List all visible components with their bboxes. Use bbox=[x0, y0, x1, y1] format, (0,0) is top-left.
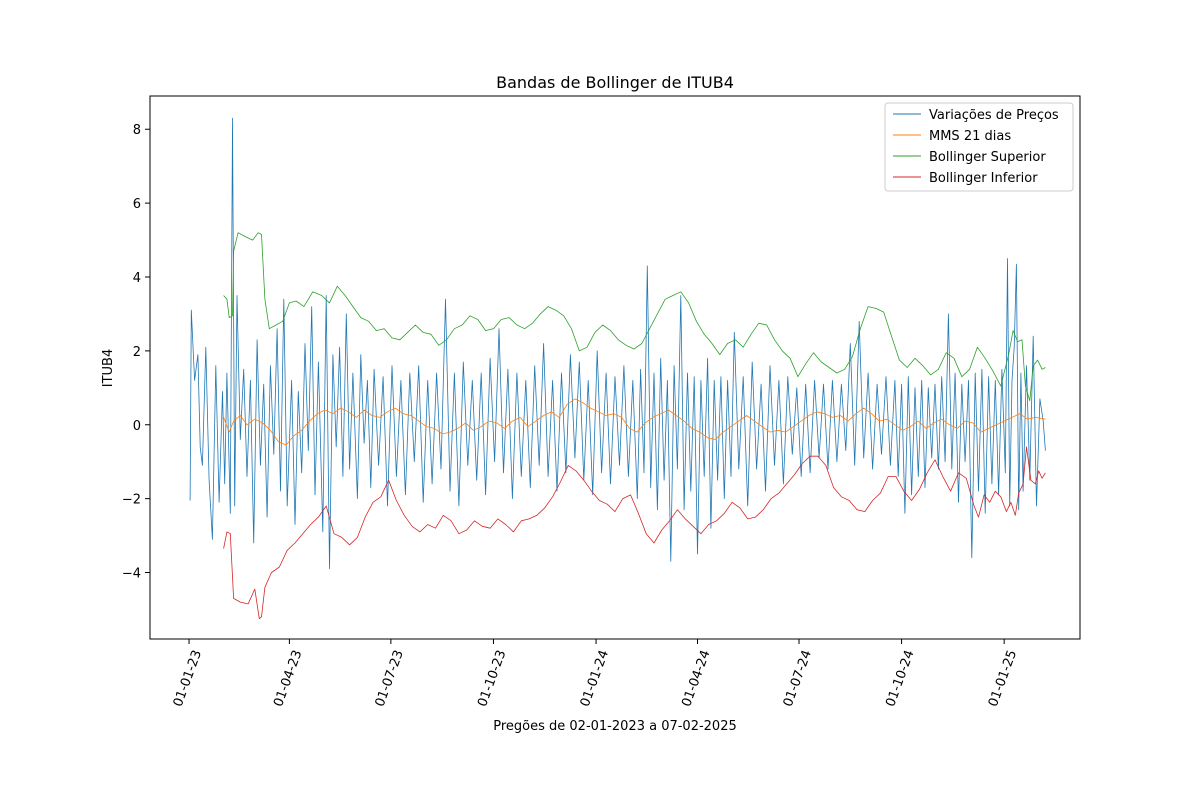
y-tick-label: 4 bbox=[133, 271, 141, 286]
y-tick-label: 6 bbox=[133, 197, 141, 212]
y-tick-label: 8 bbox=[133, 123, 141, 138]
legend-box bbox=[884, 102, 1074, 192]
y-tick-label: 0 bbox=[133, 419, 141, 434]
axes-frame bbox=[149, 95, 1081, 640]
legend-label-inferior: Bollinger Inferior bbox=[929, 171, 1038, 186]
y-tick-label: −2 bbox=[122, 493, 141, 508]
series-layer bbox=[189, 117, 1046, 620]
legend-label-mms: MMS 21 dias bbox=[929, 129, 1011, 144]
y-axis-ticks: −4 −2 0 2 4 6 8 bbox=[122, 123, 150, 582]
legend-label-superior: Bollinger Superior bbox=[929, 150, 1046, 165]
y-tick-label: 2 bbox=[133, 345, 141, 360]
series-line-inferior bbox=[223, 446, 1046, 620]
y-axis-label: ITUB4 bbox=[101, 349, 116, 387]
y-tick-label: −4 bbox=[122, 567, 141, 582]
legend-label-variacoes: Variações de Preços bbox=[929, 108, 1059, 123]
chart-title: Bandas de Bollinger de ITUB4 bbox=[496, 73, 734, 92]
plot-area bbox=[189, 117, 1046, 620]
legend: Variações de Preços MMS 21 dias Bollinge… bbox=[884, 102, 1074, 192]
x-axis-label: Pregões de 02-01-2023 a 07-02-2025 bbox=[493, 719, 737, 734]
series-line-superior bbox=[223, 232, 1046, 402]
series-line-variacoes bbox=[189, 117, 1046, 570]
series-line-mms bbox=[223, 398, 1046, 446]
